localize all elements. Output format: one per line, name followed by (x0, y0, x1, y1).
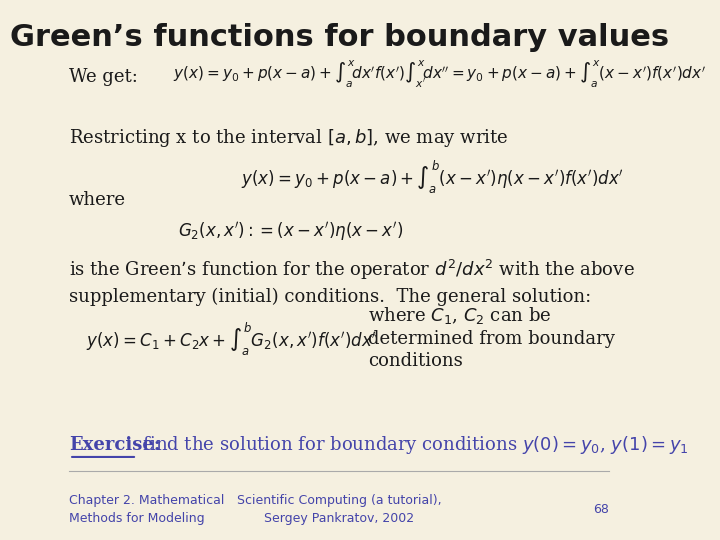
Text: where: where (69, 191, 126, 209)
Text: $G_2(x,x^{\prime}) := (x-x^{\prime})\eta(x-x^{\prime})$: $G_2(x,x^{\prime}) := (x-x^{\prime})\eta… (179, 220, 403, 243)
Text: $y(x) = C_1 + C_2 x + \int_a^b G_2(x,x^{\prime}) f(x^{\prime})dx^{\prime}$: $y(x) = C_1 + C_2 x + \int_a^b G_2(x,x^{… (86, 321, 377, 359)
Text: 68: 68 (593, 503, 609, 516)
Text: Restricting x to the interval $[a,b]$, we may write: Restricting x to the interval $[a,b]$, w… (69, 127, 508, 150)
Text: Scientific Computing (a tutorial),
Sergey Pankratov, 2002: Scientific Computing (a tutorial), Serge… (237, 494, 441, 524)
Text: Exercise:: Exercise: (69, 436, 161, 454)
Text: where $C_1$, $C_2$ can be: where $C_1$, $C_2$ can be (368, 305, 552, 326)
Text: We get:: We get: (69, 68, 138, 86)
Text: $y(x) = y_0 + p(x-a) + \int_a^x\!dx^{\prime} f(x^{\prime})\int_{x^{\prime}}^x\!d: $y(x) = y_0 + p(x-a) + \int_a^x\!dx^{\pr… (173, 58, 706, 90)
Text: conditions: conditions (368, 352, 462, 370)
Text: is the Green’s function for the operator $d^2/dx^2$ with the above: is the Green’s function for the operator… (69, 258, 635, 282)
Text: Green’s functions for boundary values: Green’s functions for boundary values (9, 23, 669, 52)
Text: $y(x) = y_0 + p(x-a) + \int_a^b (x-x^{\prime})\eta(x-x^{\prime}) f(x^{\prime})dx: $y(x) = y_0 + p(x-a) + \int_a^b (x-x^{\p… (241, 159, 624, 196)
Text: determined from boundary: determined from boundary (368, 330, 615, 348)
Text: Chapter 2. Mathematical
Methods for Modeling: Chapter 2. Mathematical Methods for Mode… (69, 494, 225, 524)
Text: find the solution for boundary conditions $y(0)=y_0$, $y(1)=y_1$: find the solution for boundary condition… (137, 434, 688, 456)
Text: supplementary (initial) conditions.  The general solution:: supplementary (initial) conditions. The … (69, 288, 591, 306)
